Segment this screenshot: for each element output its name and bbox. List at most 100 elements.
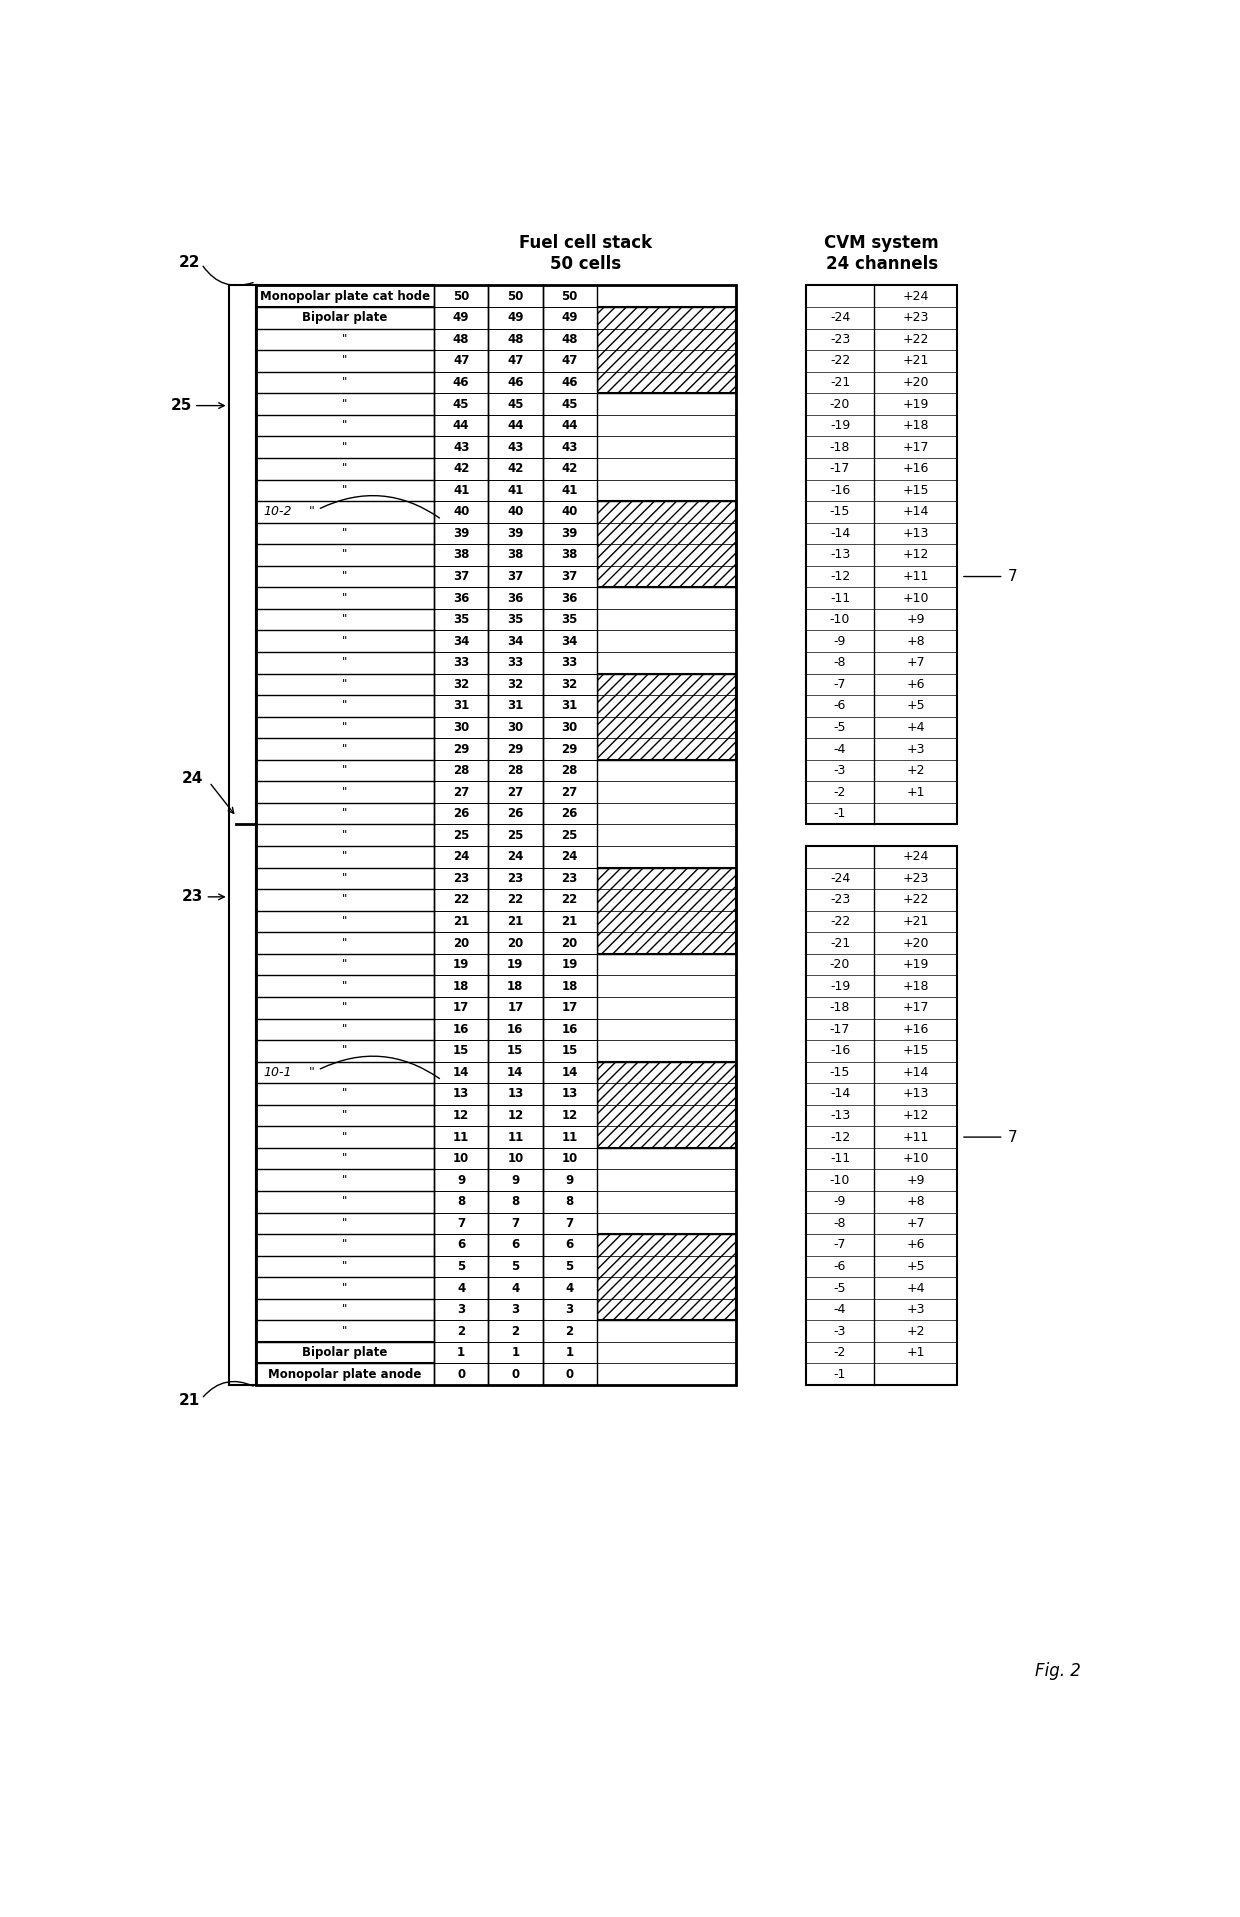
Bar	[434, 1083, 489, 1104]
Bar	[596, 307, 737, 393]
Bar	[489, 845, 543, 868]
Text: ": "	[342, 742, 347, 755]
Text: 41: 41	[453, 483, 469, 497]
Text: 9: 9	[511, 1173, 520, 1187]
Bar	[543, 351, 596, 372]
Bar	[543, 824, 596, 845]
Text: 7: 7	[511, 1217, 520, 1231]
Bar	[543, 1169, 596, 1190]
Text: -11: -11	[830, 592, 851, 604]
Bar	[543, 1127, 596, 1148]
Text: 32: 32	[453, 679, 469, 690]
Bar	[434, 372, 489, 393]
Text: -15: -15	[830, 506, 851, 518]
Text: +18: +18	[903, 980, 929, 993]
Bar	[489, 911, 543, 932]
Bar	[489, 673, 543, 696]
Bar	[596, 868, 737, 955]
Text: -13: -13	[830, 548, 851, 562]
Text: 5: 5	[565, 1259, 574, 1273]
Text: 6: 6	[511, 1238, 520, 1252]
Text: 15: 15	[453, 1045, 469, 1058]
Text: -20: -20	[830, 958, 851, 972]
Text: -9: -9	[833, 1196, 846, 1208]
Bar	[489, 351, 543, 372]
Text: 39: 39	[453, 527, 469, 541]
Bar	[434, 1127, 489, 1148]
Bar	[543, 1342, 596, 1363]
Text: CVM system: CVM system	[825, 234, 939, 253]
Bar	[434, 759, 489, 782]
Text: 22: 22	[562, 893, 578, 907]
Bar	[489, 717, 543, 738]
Text: 46: 46	[507, 376, 523, 389]
Bar	[543, 717, 596, 738]
Bar	[434, 1277, 489, 1300]
Bar	[543, 393, 596, 414]
Bar	[434, 1213, 489, 1235]
Bar	[543, 437, 596, 458]
Text: Fuel cell stack: Fuel cell stack	[518, 234, 652, 253]
Bar	[489, 652, 543, 673]
Text: +11: +11	[903, 1131, 929, 1144]
Text: Fig. 2: Fig. 2	[1035, 1662, 1081, 1681]
Text: +15: +15	[903, 483, 929, 497]
Bar	[489, 1127, 543, 1148]
Text: 48: 48	[562, 334, 578, 345]
Text: +20: +20	[903, 376, 929, 389]
Bar	[434, 1018, 489, 1041]
Bar	[434, 458, 489, 479]
Bar	[489, 1235, 543, 1256]
Bar	[255, 286, 737, 1386]
Bar	[489, 1300, 543, 1321]
Text: 0: 0	[565, 1367, 574, 1380]
Text: 45: 45	[562, 397, 578, 410]
Text: -2: -2	[833, 1346, 846, 1359]
Text: 28: 28	[453, 765, 469, 776]
Bar	[434, 673, 489, 696]
Bar	[543, 328, 596, 351]
Bar	[489, 307, 543, 328]
Text: 7: 7	[458, 1217, 465, 1231]
Bar	[806, 286, 957, 824]
Bar	[543, 738, 596, 759]
Text: +12: +12	[903, 1110, 929, 1121]
Bar	[434, 955, 489, 976]
Text: ": "	[342, 613, 347, 627]
Text: -4: -4	[833, 1304, 846, 1317]
Text: 33: 33	[453, 656, 469, 669]
Bar	[434, 824, 489, 845]
Bar	[434, 1213, 489, 1235]
Text: 46: 46	[562, 376, 578, 389]
Text: 5: 5	[458, 1259, 465, 1273]
Text: +4: +4	[906, 721, 925, 734]
Text: 6: 6	[565, 1238, 574, 1252]
Bar	[489, 868, 543, 889]
Bar	[543, 1041, 596, 1062]
Text: ": "	[342, 1238, 347, 1252]
Text: -8: -8	[833, 656, 846, 669]
Text: +24: +24	[903, 289, 929, 303]
Bar	[434, 500, 489, 523]
Bar	[543, 437, 596, 458]
Text: 30: 30	[507, 721, 523, 734]
Bar	[489, 1083, 543, 1104]
Bar	[543, 759, 596, 782]
Bar	[543, 328, 596, 351]
Bar	[434, 976, 489, 997]
Bar	[434, 544, 489, 566]
Text: 48: 48	[507, 334, 523, 345]
Text: 8: 8	[511, 1196, 520, 1208]
Bar	[434, 1300, 489, 1321]
Bar	[489, 803, 543, 824]
Text: 3: 3	[511, 1304, 520, 1317]
Bar	[489, 1256, 543, 1277]
Bar	[596, 1062, 737, 1148]
Text: 10: 10	[562, 1152, 578, 1166]
Bar	[434, 587, 489, 610]
Bar	[543, 738, 596, 759]
Bar	[543, 414, 596, 437]
Bar	[543, 393, 596, 414]
Bar	[489, 1041, 543, 1062]
Bar	[434, 696, 489, 717]
